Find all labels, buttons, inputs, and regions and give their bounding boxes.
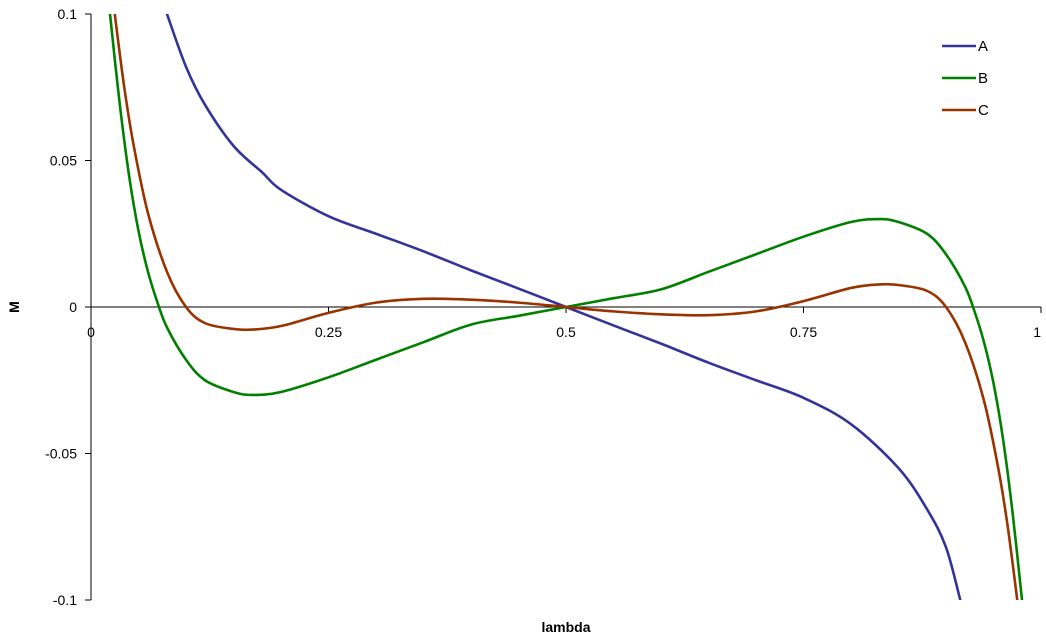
x-axis: 00.250.50.751: [87, 306, 1042, 340]
y-tick-label: 0: [69, 299, 77, 315]
legend: ABC: [942, 38, 989, 119]
y-tick-label: 0.1: [58, 6, 78, 22]
legend-label-b: B: [978, 70, 988, 87]
y-tick-label: -0.05: [45, 446, 77, 462]
series-line-c: [113, 14, 1019, 600]
x-tick-label: 1: [1033, 324, 1041, 340]
series-line-a: [165, 14, 962, 600]
x-tick-label: 0.5: [556, 324, 576, 340]
y-axis-title: M: [6, 301, 22, 313]
legend-label-c: C: [978, 102, 989, 119]
x-axis-title: lambda: [541, 619, 590, 635]
y-axis: 0.1 0.05 0 -0.05 -0.1: [45, 6, 92, 608]
y-tick-label: 0.05: [50, 153, 77, 169]
x-tick-label: 0.25: [315, 324, 342, 340]
legend-label-a: A: [978, 38, 988, 55]
series-layer: [108, 14, 1024, 600]
y-tick-label: -0.1: [53, 592, 77, 608]
x-tick-label: 0.75: [790, 324, 817, 340]
